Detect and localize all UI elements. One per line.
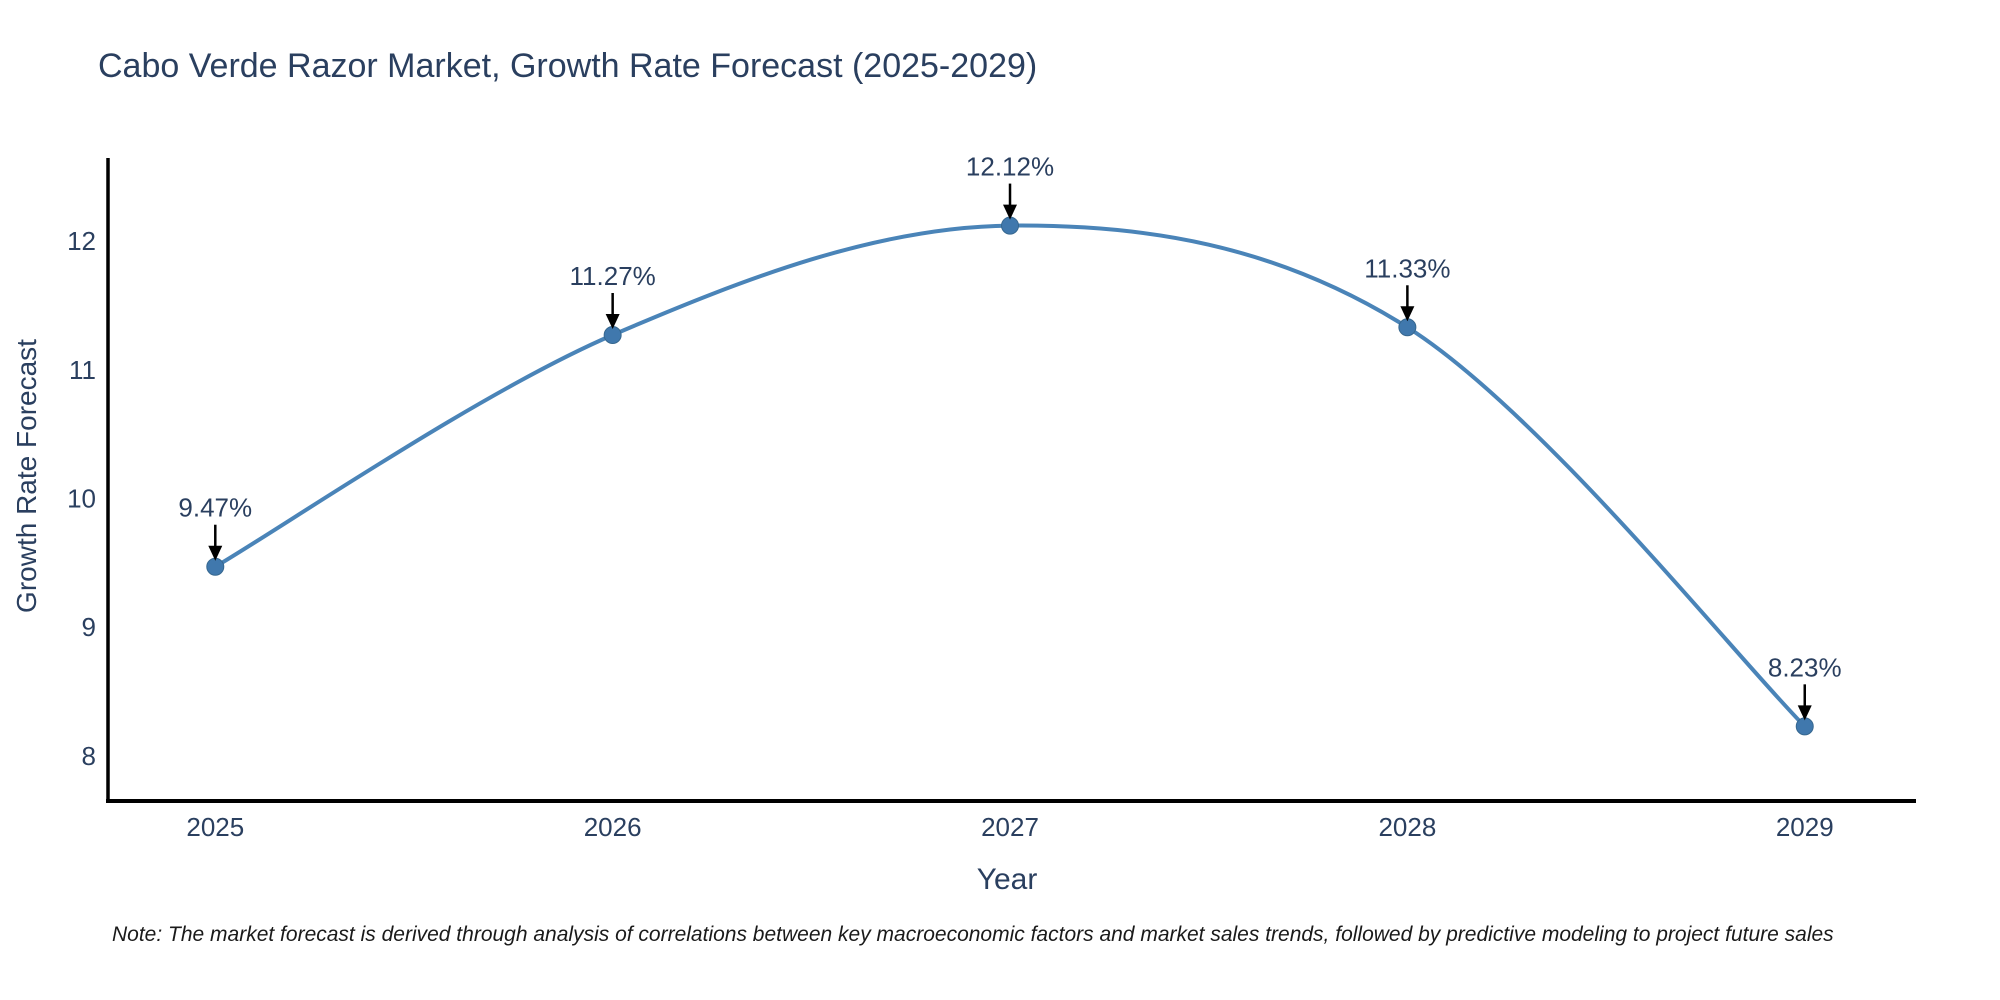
point-annotation: 12.12% (966, 152, 1054, 220)
point-value-label: 9.47% (178, 493, 252, 523)
point-annotation: 8.23% (1768, 652, 1842, 721)
axes-layer: 8 9 10 11 12 2025 2026 2027 2028 2029 (67, 158, 1916, 842)
point-annotation: 11.27% (570, 261, 656, 330)
point-annotation: 11.33% (1364, 253, 1451, 322)
annotation-arrowhead-icon (605, 314, 620, 330)
data-point-marker[interactable] (1795, 717, 1814, 736)
x-tick-label: 2028 (1378, 812, 1436, 842)
point-value-label: 8.23% (1768, 652, 1842, 682)
point-value-label: 12.12% (966, 152, 1054, 182)
series-layer (206, 216, 1814, 736)
y-tick-label: 8 (82, 741, 96, 771)
annotation-arrowhead-icon (1003, 204, 1018, 220)
data-point-marker[interactable] (1001, 216, 1020, 235)
y-axis-title: Growth Rate Forecast (11, 339, 42, 613)
annotations-layer: 9.47% 11.27% 12.12% 11.33% 8.23% (178, 152, 1842, 721)
annotation-arrowhead-icon (1797, 705, 1812, 721)
point-value-label: 11.27% (570, 261, 656, 291)
y-tick-label: 11 (69, 355, 96, 385)
footnote: Note: The market forecast is derived thr… (112, 923, 1834, 946)
data-point-marker[interactable] (603, 326, 622, 345)
x-tick-label: 2025 (186, 812, 244, 842)
chart-title: Cabo Verde Razor Market, Growth Rate For… (98, 47, 1037, 85)
data-point-marker[interactable] (206, 557, 225, 576)
annotation-arrowhead-icon (1400, 306, 1415, 322)
y-tick-label: 10 (67, 483, 96, 513)
x-tick-label: 2026 (584, 812, 642, 842)
point-annotation: 9.47% (178, 493, 252, 561)
data-point-marker[interactable] (1398, 318, 1417, 337)
forecast-line (213, 223, 1807, 729)
y-tick-label: 12 (67, 226, 96, 256)
point-value-label: 11.33% (1364, 253, 1450, 283)
x-tick-label: 2029 (1776, 812, 1834, 842)
x-axis-title: Year (977, 863, 1038, 896)
x-tick-label: 2027 (981, 812, 1039, 842)
y-tick-label: 9 (82, 612, 96, 642)
annotation-arrowhead-icon (208, 545, 223, 561)
